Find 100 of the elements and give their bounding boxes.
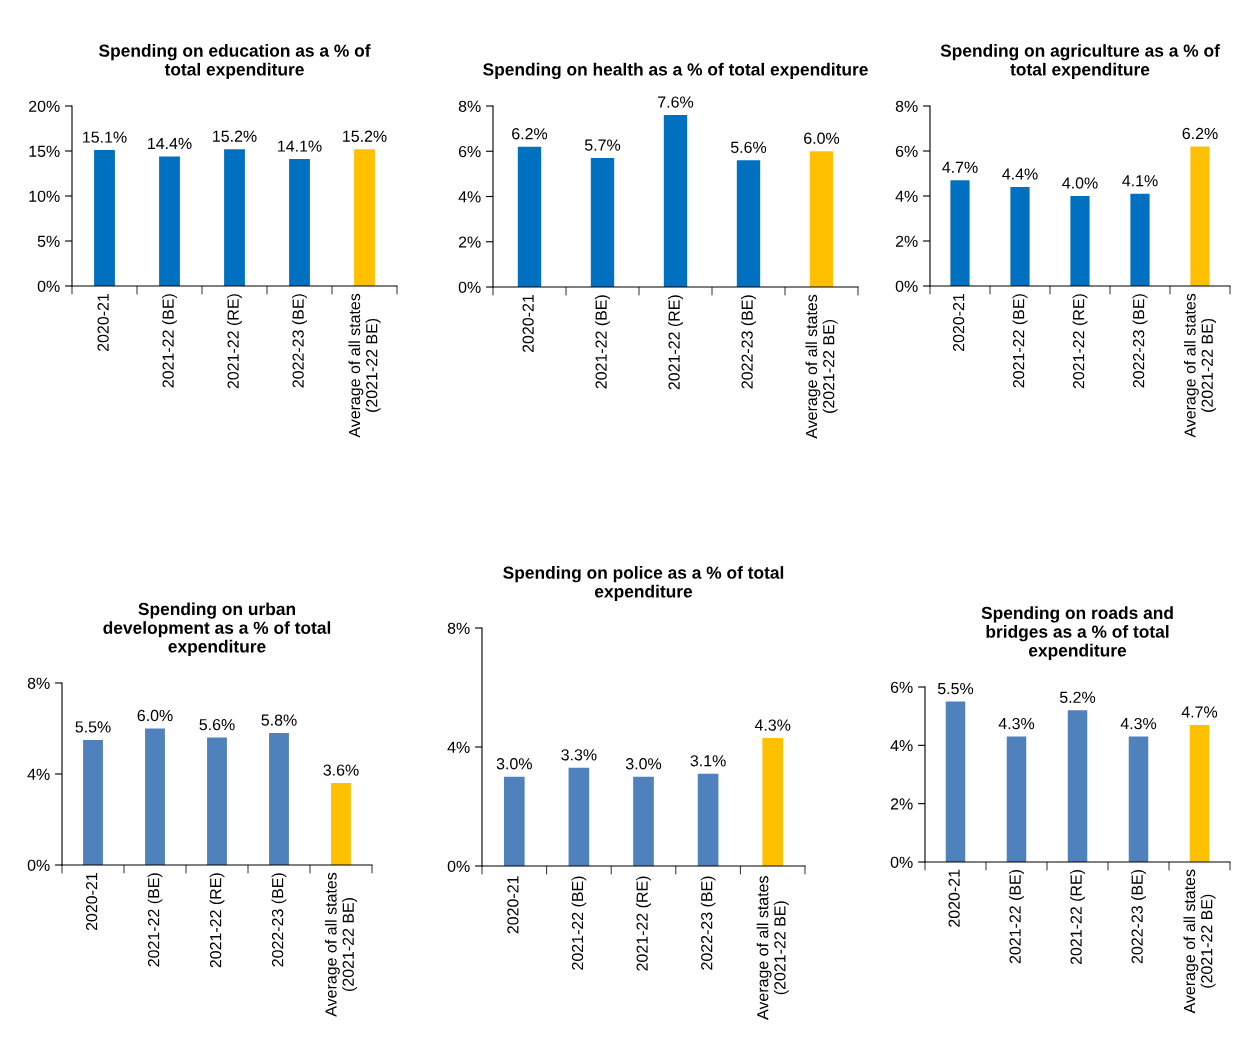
chart-title: Spending on education as a % of total expenditure: [99, 44, 371, 80]
data-label: 15.1%: [83, 131, 127, 143]
bar: [269, 733, 289, 865]
x-tick-label: 2021-22 (BE): [1009, 869, 1024, 964]
bar: [1006, 736, 1027, 862]
y-tick-label: 0%: [890, 856, 913, 868]
data-label: 15.2%: [213, 130, 257, 142]
bar: [94, 150, 115, 286]
x-tick-label: 2021-22 (RE): [636, 876, 651, 971]
x-tick-label: 2021-22 (BE): [571, 876, 587, 970]
data-label: 15.2%: [343, 130, 387, 142]
x-tick-label: 2021-22 (BE): [1012, 294, 1028, 388]
bar: [809, 151, 834, 287]
bar: [354, 149, 375, 286]
y-tick-label: 0%: [895, 280, 918, 292]
y-tick-label: 2%: [895, 235, 918, 247]
x-tick-label: Average of all states (2021-22 BE): [805, 294, 838, 439]
data-label: 3.0%: [625, 758, 662, 770]
bar: [289, 159, 310, 286]
x-tick-label: 2020-21: [97, 293, 109, 352]
data-label: 5.6%: [730, 141, 767, 153]
x-tick-label: 2022-23 (BE): [1131, 869, 1146, 964]
data-label: 5.8%: [261, 714, 297, 726]
x-tick-label: Average of all states (2021-22 BE): [1183, 293, 1217, 438]
chart-title: Spending on agriculture as a % of total expenditure: [940, 44, 1220, 80]
data-label: 7.6%: [658, 96, 694, 108]
bar: [1189, 724, 1210, 862]
x-tick-label: 2021-22 (RE): [227, 294, 242, 389]
bar: [945, 701, 966, 862]
data-label: 5.5%: [75, 721, 111, 733]
chart-title: Spending on roads and bridges as a % of total expenditure: [981, 606, 1173, 661]
y-tick-label: 6%: [890, 681, 913, 693]
data-label: 3.0%: [496, 758, 532, 770]
x-tick-label: 2022-23 (BE): [292, 294, 307, 388]
x-tick-label: Average of all states (2021-22 BE): [1183, 869, 1216, 1014]
y-tick-label: 0%: [37, 280, 60, 292]
bar: [83, 739, 103, 865]
data-label: 5.6%: [199, 718, 235, 731]
x-tick-label: 2022-23 (BE): [1132, 294, 1148, 388]
data-label: 4.0%: [1062, 177, 1098, 189]
y-tick-label: 20%: [29, 100, 60, 112]
x-tick-label: 2021-22 (RE): [1072, 294, 1088, 389]
bar: [1128, 736, 1149, 862]
bar: [331, 783, 351, 865]
data-label: 4.4%: [1002, 168, 1038, 180]
x-tick-label: Average of all states (2021-22 BE): [756, 876, 789, 1020]
data-label: 4.3%: [998, 717, 1035, 730]
bar: [503, 776, 525, 866]
bar: [1010, 187, 1030, 286]
data-label: 3.3%: [561, 749, 597, 761]
x-tick-label: 2021-22 (BE): [595, 295, 610, 389]
x-tick-label: 2021-22 (BE): [147, 873, 163, 967]
bar: [1190, 146, 1210, 286]
data-label: 3.6%: [323, 764, 359, 776]
bar: [1070, 196, 1090, 286]
bar: [762, 738, 784, 866]
bar: [159, 156, 180, 286]
y-tick-label: 10%: [29, 190, 60, 202]
x-tick-label: 2021-22 (RE): [209, 873, 225, 968]
y-tick-label: 4%: [890, 740, 913, 752]
x-tick-label: 2022-23 (BE): [271, 873, 287, 967]
data-label: 6.2%: [1182, 127, 1218, 140]
y-tick-label: 6%: [458, 145, 481, 158]
y-tick-label: 8%: [447, 622, 470, 634]
y-tick-label: 0%: [447, 860, 470, 872]
y-tick-label: 8%: [895, 100, 918, 112]
y-tick-label: 0%: [458, 281, 481, 293]
data-label: 6.0%: [137, 709, 173, 722]
bar: [207, 737, 227, 865]
data-label: 14.4%: [148, 137, 192, 150]
x-tick-label: 2022-23 (BE): [700, 876, 716, 970]
y-tick-label: 4%: [27, 768, 50, 780]
bar: [1067, 710, 1088, 862]
bar: [633, 776, 654, 866]
y-tick-label: 2%: [890, 798, 913, 810]
bar: [568, 767, 590, 866]
x-tick-label: 2021-22 (RE): [668, 295, 683, 390]
x-tick-label: 2021-22 (RE): [1070, 869, 1085, 965]
y-tick-label: 8%: [27, 677, 50, 689]
bar: [224, 149, 245, 286]
chart-title: Spending on health as a % of total expenditure: [483, 62, 868, 80]
x-tick-label: 2022-23 (BE): [741, 295, 756, 389]
data-label: 4.3%: [754, 719, 791, 731]
y-tick-label: 0%: [27, 859, 50, 871]
bar: [663, 115, 688, 287]
chart-title: Spending on police as a % of total expenditure: [503, 566, 784, 602]
y-tick-label: 8%: [458, 100, 481, 112]
bar: [590, 158, 615, 287]
y-tick-label: 15%: [29, 145, 60, 157]
y-tick-label: 4%: [895, 190, 918, 202]
x-tick-label: 2020-21: [522, 295, 534, 353]
data-label: 4.7%: [1181, 706, 1218, 718]
data-label: 4.3%: [1120, 717, 1157, 730]
bar: [950, 180, 970, 286]
data-label: 3.1%: [690, 755, 726, 767]
y-tick-label: 5%: [37, 235, 60, 247]
bar: [145, 728, 165, 865]
x-tick-label: 2020-21: [952, 293, 965, 352]
y-tick-label: 2%: [458, 236, 481, 248]
x-tick-label: Average of all states (2021-22 BE): [348, 293, 381, 438]
